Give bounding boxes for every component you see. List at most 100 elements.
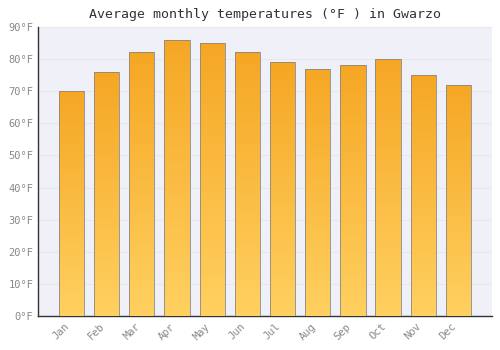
Bar xyxy=(200,166,225,167)
Bar xyxy=(94,85,120,86)
Bar xyxy=(446,282,471,283)
Bar xyxy=(446,308,471,309)
Bar xyxy=(164,40,190,41)
Bar xyxy=(200,217,225,218)
Bar xyxy=(59,135,84,136)
Bar xyxy=(340,133,365,134)
Bar xyxy=(305,290,330,292)
Bar xyxy=(446,284,471,285)
Bar xyxy=(59,310,84,311)
Bar xyxy=(376,242,400,243)
Bar xyxy=(410,197,436,198)
Bar xyxy=(200,211,225,212)
Bar xyxy=(340,299,365,300)
Bar xyxy=(59,287,84,288)
Bar xyxy=(164,91,190,92)
Bar xyxy=(446,151,471,152)
Bar xyxy=(59,111,84,112)
Bar xyxy=(270,128,295,130)
Bar xyxy=(410,245,436,246)
Bar xyxy=(410,164,436,166)
Bar xyxy=(200,44,225,46)
Bar xyxy=(59,276,84,277)
Bar xyxy=(305,179,330,180)
Bar xyxy=(270,273,295,274)
Bar xyxy=(305,294,330,295)
Bar xyxy=(200,268,225,270)
Bar xyxy=(164,306,190,307)
Bar xyxy=(270,225,295,226)
Bar xyxy=(200,223,225,225)
Bar xyxy=(305,242,330,243)
Bar xyxy=(164,121,190,122)
Bar xyxy=(340,78,365,79)
Bar xyxy=(94,276,120,277)
Bar xyxy=(340,295,365,296)
Bar xyxy=(410,281,436,283)
Bar xyxy=(234,309,260,310)
Bar xyxy=(164,168,190,170)
Bar xyxy=(164,188,190,189)
Bar xyxy=(376,66,400,68)
Bar xyxy=(270,187,295,188)
Bar xyxy=(340,210,365,211)
Bar xyxy=(200,172,225,173)
Bar xyxy=(305,312,330,313)
Bar xyxy=(234,237,260,239)
Bar xyxy=(446,108,471,109)
Bar xyxy=(305,144,330,145)
Bar xyxy=(340,307,365,308)
Bar xyxy=(200,245,225,247)
Bar xyxy=(59,127,84,128)
Bar xyxy=(164,178,190,180)
Bar xyxy=(410,271,436,272)
Bar xyxy=(164,160,190,161)
Bar xyxy=(200,108,225,110)
Bar xyxy=(234,64,260,66)
Bar xyxy=(164,93,190,95)
Bar xyxy=(59,217,84,218)
Bar xyxy=(164,70,190,71)
Bar xyxy=(200,46,225,47)
Bar xyxy=(129,175,154,176)
Bar xyxy=(129,186,154,187)
Bar xyxy=(94,124,120,126)
Bar xyxy=(340,90,365,92)
Bar xyxy=(94,197,120,198)
Bar xyxy=(234,220,260,222)
Bar xyxy=(164,218,190,219)
Bar xyxy=(376,204,400,206)
Bar xyxy=(305,173,330,174)
Bar xyxy=(410,185,436,186)
Bar xyxy=(305,241,330,242)
Bar xyxy=(164,236,190,238)
Bar xyxy=(200,184,225,185)
Bar xyxy=(446,198,471,200)
Bar xyxy=(340,139,365,141)
Bar xyxy=(270,294,295,295)
Bar xyxy=(129,128,154,129)
Bar xyxy=(129,309,154,310)
Bar xyxy=(305,127,330,128)
Bar xyxy=(446,212,471,213)
Bar xyxy=(305,80,330,81)
Bar xyxy=(164,102,190,103)
Bar xyxy=(234,174,260,175)
Bar xyxy=(200,70,225,71)
Bar xyxy=(129,132,154,133)
Bar xyxy=(59,180,84,181)
Bar xyxy=(376,287,400,288)
Bar xyxy=(200,315,225,316)
Bar xyxy=(200,229,225,230)
Bar xyxy=(164,311,190,312)
Bar xyxy=(410,91,436,92)
Bar xyxy=(376,95,400,96)
Bar xyxy=(376,259,400,260)
Bar xyxy=(305,103,330,105)
Bar xyxy=(234,179,260,181)
Bar xyxy=(410,210,436,211)
Bar xyxy=(164,55,190,56)
Bar xyxy=(200,243,225,244)
Bar xyxy=(376,81,400,82)
Bar xyxy=(200,115,225,117)
